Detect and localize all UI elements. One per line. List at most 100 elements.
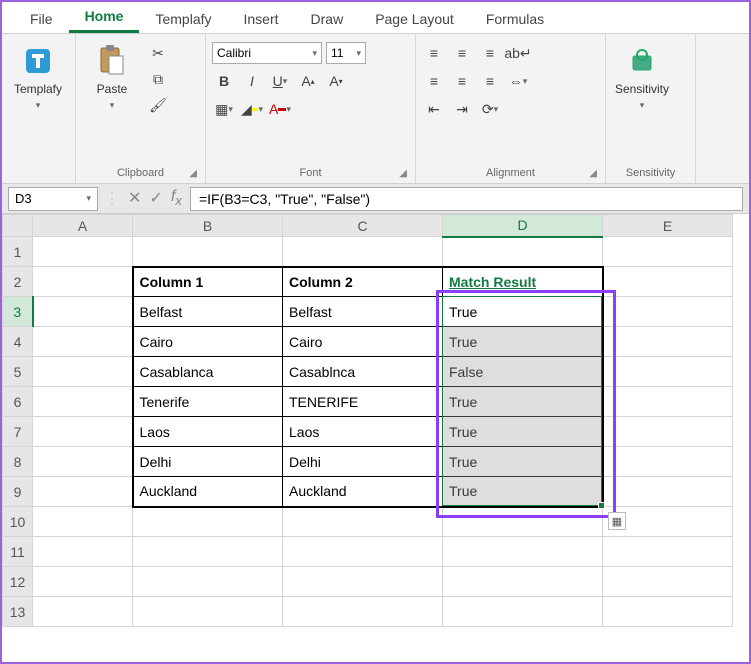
- cell-E2[interactable]: [603, 267, 733, 297]
- cell-D9[interactable]: True: [443, 477, 603, 507]
- cell-A11[interactable]: [33, 537, 133, 567]
- cell-D6[interactable]: True: [443, 387, 603, 417]
- cell-D5[interactable]: False: [443, 357, 603, 387]
- increase-font-button[interactable]: A▴: [296, 70, 320, 92]
- copy-button[interactable]: ⧉: [146, 68, 170, 90]
- autofill-options-button[interactable]: ▦: [608, 512, 626, 530]
- dialog-launcher-icon[interactable]: ◢: [399, 168, 407, 179]
- row-header-8[interactable]: 8: [3, 447, 33, 477]
- cell-A12[interactable]: [33, 567, 133, 597]
- cell-C10[interactable]: [283, 507, 443, 537]
- align-right-button[interactable]: ≡: [478, 70, 502, 92]
- sensitivity-button[interactable]: Sensitivity ▾: [612, 38, 672, 111]
- increase-indent-button[interactable]: ⇥: [450, 98, 474, 120]
- enter-icon[interactable]: ✓: [149, 188, 162, 208]
- tab-pagelayout[interactable]: Page Layout: [359, 5, 470, 33]
- cell-E1[interactable]: [603, 237, 733, 267]
- format-painter-button[interactable]: 🖌: [146, 94, 170, 116]
- row-header-2[interactable]: 2: [3, 267, 33, 297]
- cell-E9[interactable]: [603, 477, 733, 507]
- cell-E4[interactable]: [603, 327, 733, 357]
- align-top-button[interactable]: ≡: [422, 42, 446, 64]
- wrap-text-button[interactable]: ab↵: [506, 42, 530, 64]
- cell-D10[interactable]: [443, 507, 603, 537]
- cell-A3[interactable]: [33, 297, 133, 327]
- row-header-4[interactable]: 4: [3, 327, 33, 357]
- cell-D4[interactable]: True: [443, 327, 603, 357]
- cell-B2[interactable]: Column 1: [133, 267, 283, 297]
- cell-E11[interactable]: [603, 537, 733, 567]
- row-header-1[interactable]: 1: [3, 237, 33, 267]
- cell-A5[interactable]: [33, 357, 133, 387]
- cell-E5[interactable]: [603, 357, 733, 387]
- cell-D12[interactable]: [443, 567, 603, 597]
- sheet-grid[interactable]: ABCDE12Column 1Column 2Match Result3Belf…: [2, 214, 749, 627]
- cell-C9[interactable]: Auckland: [283, 477, 443, 507]
- orientation-button[interactable]: ⟳▾: [478, 98, 502, 120]
- row-header-7[interactable]: 7: [3, 417, 33, 447]
- cell-B10[interactable]: [133, 507, 283, 537]
- cut-button[interactable]: ✂: [146, 42, 170, 64]
- cell-B13[interactable]: [133, 597, 283, 627]
- cell-D11[interactable]: [443, 537, 603, 567]
- row-header-5[interactable]: 5: [3, 357, 33, 387]
- cell-C8[interactable]: Delhi: [283, 447, 443, 477]
- row-header-3[interactable]: 3: [3, 297, 33, 327]
- tab-file[interactable]: File: [14, 5, 69, 33]
- col-header-C[interactable]: C: [283, 215, 443, 237]
- cell-C4[interactable]: Cairo: [283, 327, 443, 357]
- cell-C11[interactable]: [283, 537, 443, 567]
- decrease-font-button[interactable]: A▾: [324, 70, 348, 92]
- fill-color-button[interactable]: ◢▾: [240, 98, 264, 120]
- col-header-E[interactable]: E: [603, 215, 733, 237]
- align-center-button[interactable]: ≡: [450, 70, 474, 92]
- cell-B6[interactable]: Tenerife: [133, 387, 283, 417]
- cell-E7[interactable]: [603, 417, 733, 447]
- cell-C7[interactable]: Laos: [283, 417, 443, 447]
- row-header-10[interactable]: 10: [3, 507, 33, 537]
- cell-C3[interactable]: Belfast: [283, 297, 443, 327]
- align-middle-button[interactable]: ≡: [450, 42, 474, 64]
- cell-B11[interactable]: [133, 537, 283, 567]
- cell-D3[interactable]: True: [443, 297, 603, 327]
- cell-D8[interactable]: True: [443, 447, 603, 477]
- row-header-12[interactable]: 12: [3, 567, 33, 597]
- font-size-select[interactable]: 11▾: [326, 42, 366, 64]
- tab-formulas[interactable]: Formulas: [470, 5, 560, 33]
- cell-B7[interactable]: Laos: [133, 417, 283, 447]
- cell-B5[interactable]: Casablanca: [133, 357, 283, 387]
- font-name-select[interactable]: Calibri▾: [212, 42, 322, 64]
- cell-D2[interactable]: Match Result: [443, 267, 603, 297]
- cell-A7[interactable]: [33, 417, 133, 447]
- align-left-button[interactable]: ≡: [422, 70, 446, 92]
- dialog-launcher-icon[interactable]: ◢: [589, 168, 597, 179]
- select-all-corner[interactable]: [3, 215, 33, 237]
- cell-A4[interactable]: [33, 327, 133, 357]
- dialog-launcher-icon[interactable]: ◢: [189, 168, 197, 179]
- col-header-D[interactable]: D: [443, 215, 603, 237]
- cell-E13[interactable]: [603, 597, 733, 627]
- cell-E6[interactable]: [603, 387, 733, 417]
- cell-A1[interactable]: [33, 237, 133, 267]
- bold-button[interactable]: B: [212, 70, 236, 92]
- cell-B4[interactable]: Cairo: [133, 327, 283, 357]
- row-header-13[interactable]: 13: [3, 597, 33, 627]
- row-header-9[interactable]: 9: [3, 477, 33, 507]
- cell-C13[interactable]: [283, 597, 443, 627]
- cell-C12[interactable]: [283, 567, 443, 597]
- align-bottom-button[interactable]: ≡: [478, 42, 502, 64]
- fx-icon[interactable]: fx: [171, 188, 182, 208]
- cell-B3[interactable]: Belfast: [133, 297, 283, 327]
- cell-D13[interactable]: [443, 597, 603, 627]
- cancel-icon[interactable]: ✕: [128, 188, 141, 208]
- cell-A13[interactable]: [33, 597, 133, 627]
- cell-E3[interactable]: [603, 297, 733, 327]
- cell-B1[interactable]: [133, 237, 283, 267]
- cell-A10[interactable]: [33, 507, 133, 537]
- borders-button[interactable]: ▦▾: [212, 98, 236, 120]
- paste-button[interactable]: Paste ▾: [82, 38, 142, 111]
- merge-button[interactable]: ⇔▾: [506, 70, 530, 92]
- cell-A9[interactable]: [33, 477, 133, 507]
- cell-A6[interactable]: [33, 387, 133, 417]
- decrease-indent-button[interactable]: ⇤: [422, 98, 446, 120]
